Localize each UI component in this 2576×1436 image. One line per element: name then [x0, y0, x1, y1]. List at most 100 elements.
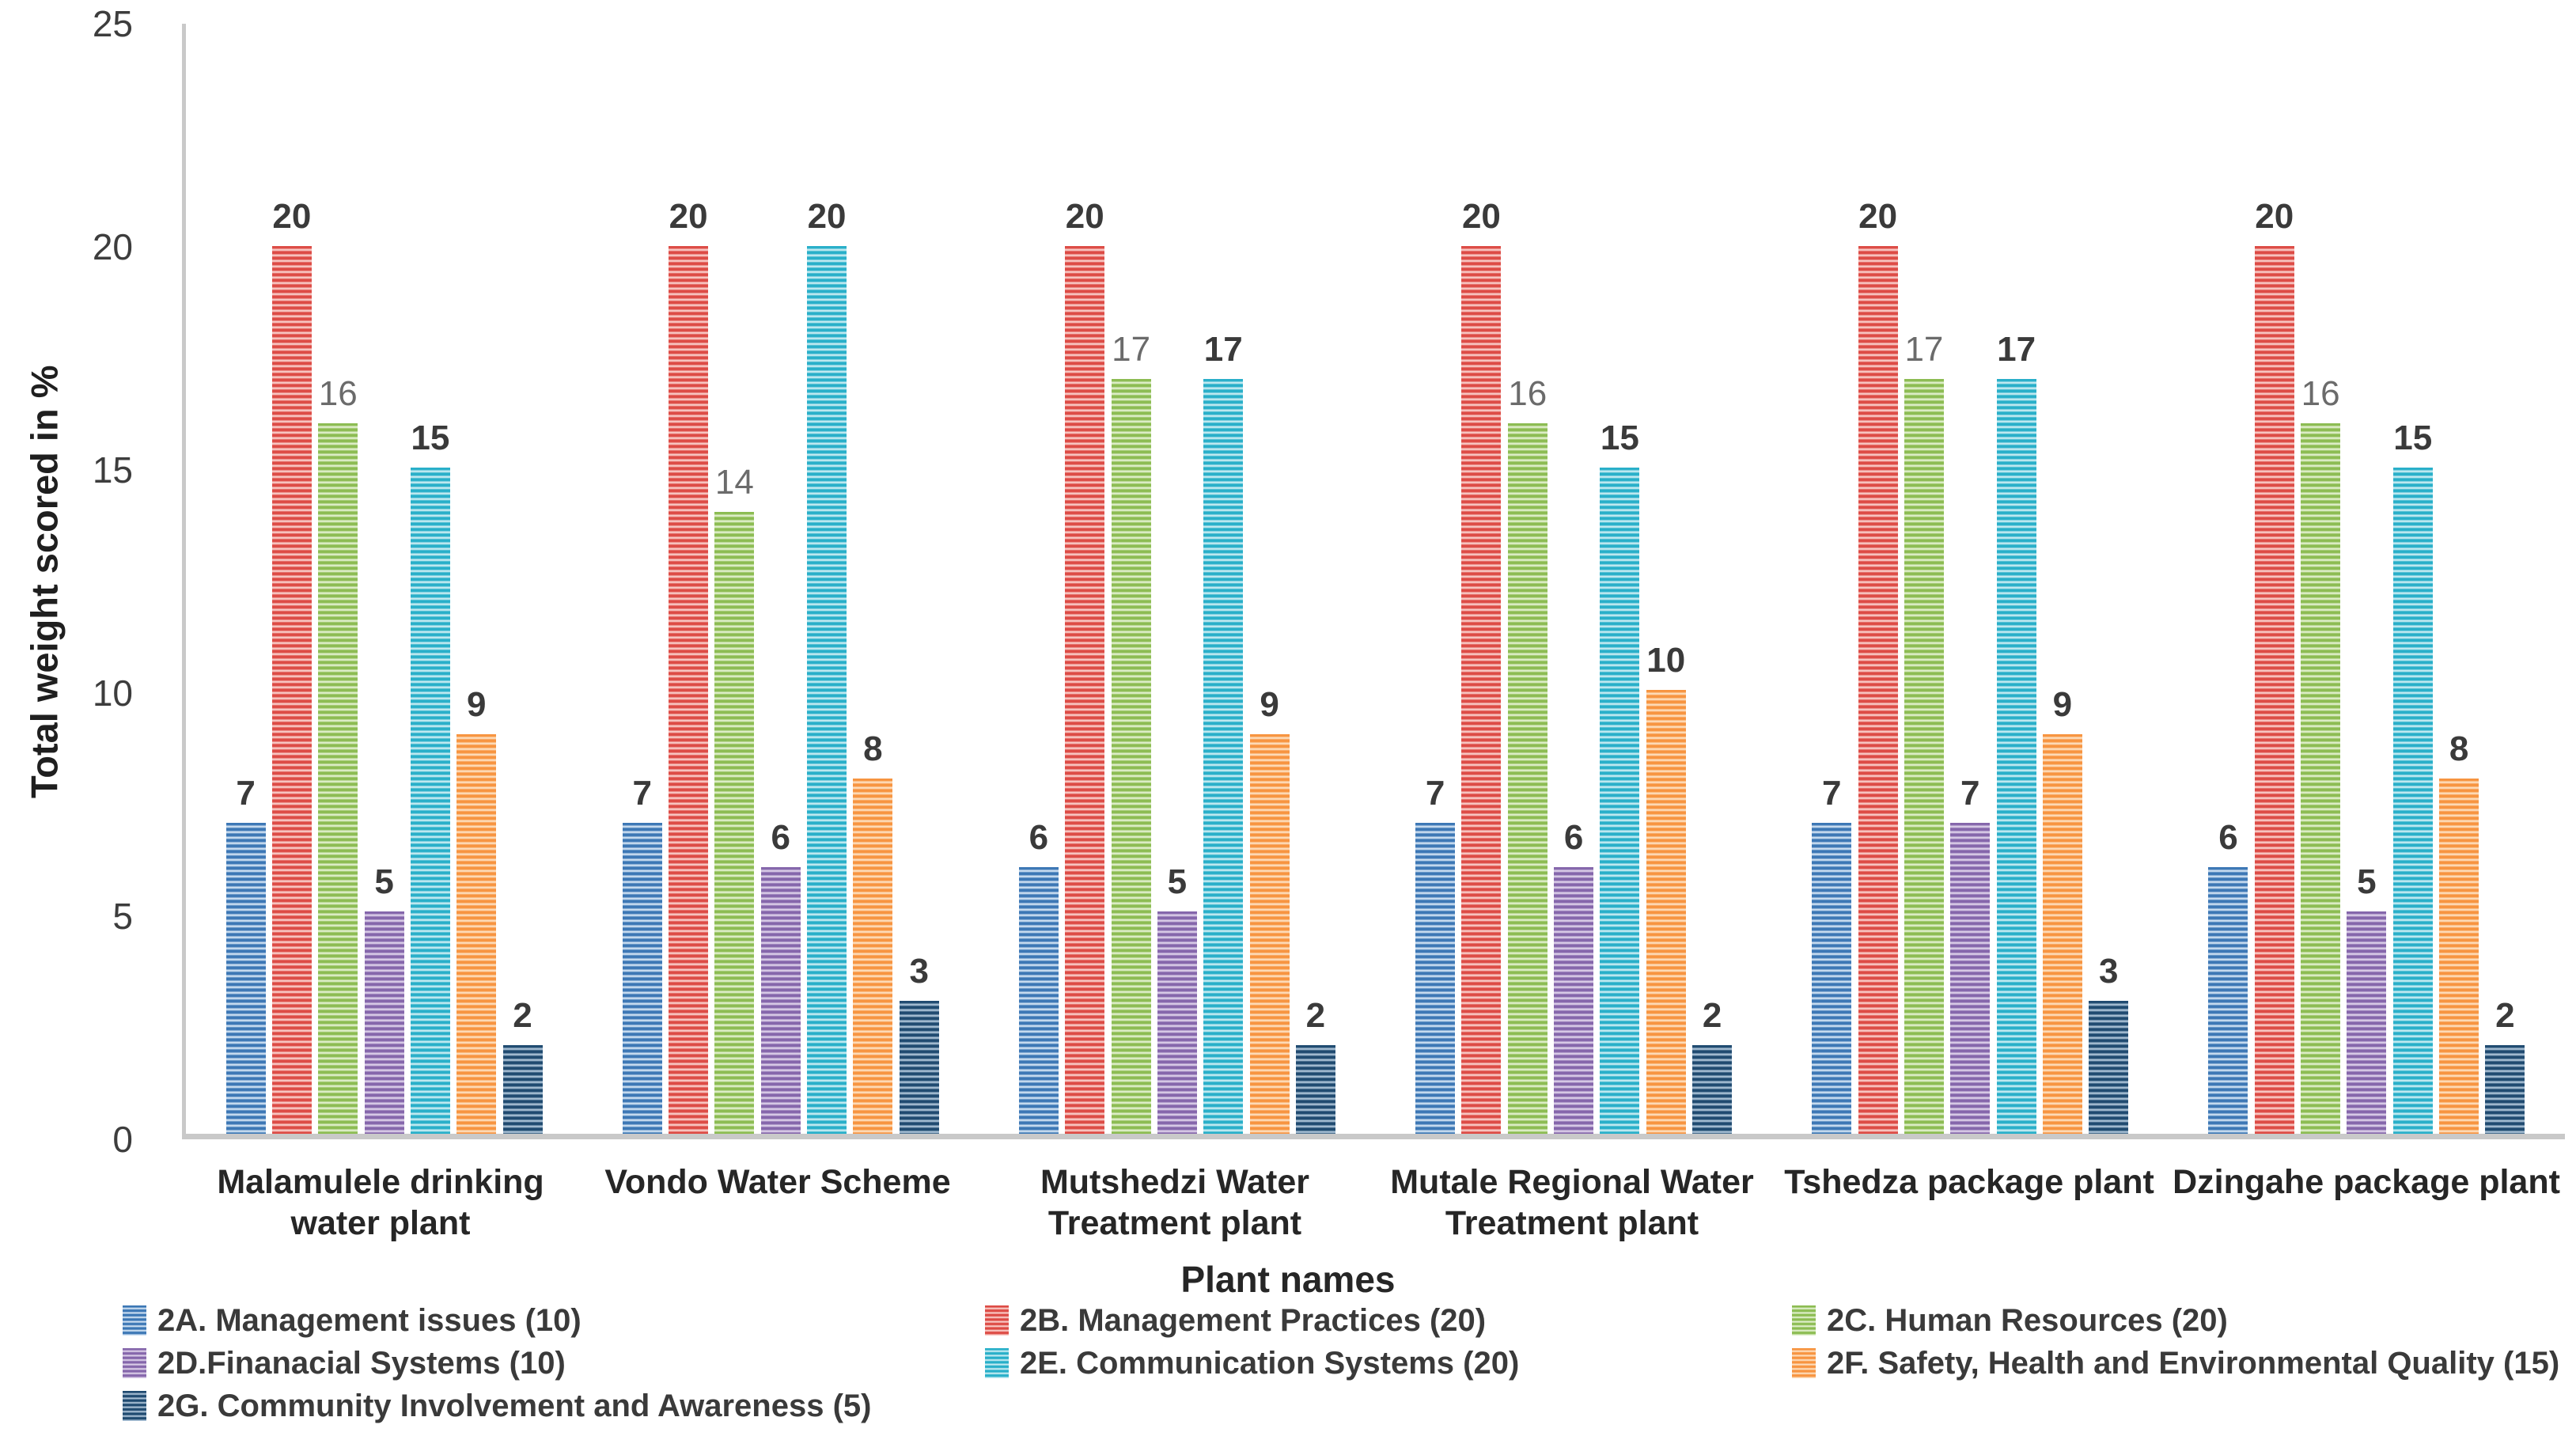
y-axis-ticks: 0 5 10 15 20 25 — [0, 3, 158, 1160]
bar — [1996, 378, 2036, 1134]
bar-value-label: 9 — [1260, 684, 1279, 724]
bar — [2208, 867, 2248, 1134]
bar-slot: 7 — [1950, 24, 1991, 1134]
legend-label: 2B. Management Practices (20) — [1020, 1302, 1487, 1338]
bar-group-4: 7 20 16 6 15 10 2 — [1376, 24, 1772, 1134]
bar-slot: 15 — [2392, 24, 2433, 1134]
category-label-line: Treatment plant — [1445, 1204, 1699, 1243]
bar-slot: 20 — [1065, 24, 1105, 1134]
bar-slot: 16 — [1507, 24, 1547, 1134]
bar — [1904, 378, 1944, 1134]
bar-value-label: 7 — [1425, 774, 1445, 813]
bar — [2254, 245, 2294, 1134]
y-axis-tick-label: 10 — [92, 673, 133, 714]
bar — [1554, 867, 1594, 1134]
bar — [622, 823, 662, 1134]
bar-slot: 15 — [410, 24, 450, 1134]
bar — [2439, 779, 2479, 1134]
y-axis-tick-label: 15 — [92, 449, 133, 491]
bar-value-label: 17 — [1112, 329, 1151, 369]
category-label: Mutale Regional Water Treatment plant — [1373, 1161, 1771, 1245]
bar-value-label: 16 — [1508, 374, 1547, 414]
bar — [760, 867, 801, 1134]
bar-slot: 15 — [1600, 24, 1640, 1134]
category-label-line: Malamulele drinking — [217, 1163, 544, 1201]
bar — [1507, 423, 1547, 1134]
category-label-line: Dzingahe package plant — [2173, 1163, 2560, 1201]
bar — [807, 245, 847, 1134]
legend-label: 2D.Finanacial Systems (10) — [157, 1345, 566, 1381]
legend-label: 2F. Safety, Health and Environmental Qua… — [1827, 1345, 2560, 1381]
legend-swatch-icon — [985, 1348, 1009, 1378]
bar-slot: 16 — [318, 24, 358, 1134]
bar-slot: 20 — [669, 24, 709, 1134]
bar-value-label: 7 — [1822, 774, 1842, 813]
bar-value-label: 7 — [632, 774, 652, 813]
category-label-line: Tshedza package plant — [1784, 1163, 2154, 1201]
bar — [1646, 689, 1686, 1134]
bar-slot: 14 — [714, 24, 755, 1134]
bar — [410, 468, 450, 1134]
bar-value-label: 17 — [1904, 329, 1944, 369]
bar — [1692, 1044, 1733, 1134]
bar-slot: 3 — [899, 24, 939, 1134]
bar-value-label: 2 — [2495, 995, 2515, 1035]
bar-slot: 17 — [1203, 24, 1244, 1134]
bar-group-1: 7 20 16 5 15 9 2 — [186, 24, 582, 1134]
legend: 2A. Management issues (10) 2B. Management… — [123, 1302, 2568, 1424]
bar-value-label: 20 — [272, 196, 312, 236]
bar-value-label: 8 — [2449, 729, 2469, 769]
category-label-line: Mutale Regional Water — [1390, 1163, 1754, 1201]
y-axis-tick-label: 0 — [112, 1119, 133, 1160]
bar — [2042, 733, 2082, 1134]
legend-swatch-icon — [985, 1305, 1009, 1336]
bar-value-label: 7 — [1960, 774, 1980, 813]
bar-slot: 5 — [364, 24, 404, 1134]
bar-value-label: 3 — [909, 951, 929, 991]
bar — [318, 423, 358, 1134]
bar-value-label: 5 — [374, 862, 394, 902]
bar — [1203, 378, 1244, 1134]
category-label: Vondo Water Scheme — [579, 1161, 976, 1245]
legend-swatch-icon — [123, 1348, 146, 1378]
bar — [225, 823, 266, 1134]
bar-value-label: 7 — [236, 774, 256, 813]
legend-swatch-icon — [123, 1305, 146, 1336]
legend-item: 2A. Management issues (10) — [123, 1302, 985, 1339]
bar-slot: 3 — [2089, 24, 2129, 1134]
bar-group-inner: 7 20 16 6 15 10 2 — [1415, 24, 1733, 1134]
bar-value-label: 6 — [1029, 818, 1049, 858]
y-axis-tick-label: 5 — [112, 896, 133, 937]
bar-slot: 2 — [1692, 24, 1733, 1134]
bar-slot: 8 — [853, 24, 893, 1134]
bar — [1249, 733, 1290, 1134]
bar-group-5: 7 20 17 7 17 9 3 — [1772, 24, 2169, 1134]
bar-value-label: 5 — [1167, 862, 1188, 902]
y-axis-tick-label: 25 — [92, 3, 133, 44]
bar-slot: 8 — [2439, 24, 2479, 1134]
bar-value-label: 9 — [2052, 684, 2073, 724]
bar-slot: 7 — [622, 24, 662, 1134]
bar — [1950, 823, 1991, 1134]
plot-area: 7 20 16 5 15 9 2 7 20 14 6 20 8 3 6 20 17 5 17 9 2 7 20 16 6 15 10… — [182, 24, 2565, 1139]
bar-value-label: 6 — [771, 818, 790, 858]
bar — [2347, 911, 2387, 1134]
category-label-line: water plant — [290, 1204, 471, 1243]
legend-item: 2C. Human Resources (20) — [1792, 1302, 2568, 1339]
bar-value-label: 20 — [669, 196, 708, 236]
bar-slot: 6 — [1018, 24, 1059, 1134]
bar-value-label: 17 — [1203, 329, 1243, 369]
bar-group-inner: 6 20 16 5 15 8 2 — [2208, 24, 2525, 1134]
bar-group-3: 6 20 17 5 17 9 2 — [979, 24, 1375, 1134]
legend-item: 2G. Community Involvement and Awareness … — [123, 1388, 985, 1424]
bar — [1295, 1044, 1335, 1134]
bar-value-label: 16 — [2301, 374, 2340, 414]
legend-item: 2F. Safety, Health and Environmental Qua… — [1792, 1345, 2568, 1381]
bar — [271, 245, 312, 1134]
bar — [1600, 468, 1640, 1134]
bar-value-label: 10 — [1646, 640, 1686, 680]
legend-label: 2A. Management issues (10) — [157, 1302, 581, 1338]
bar-value-label: 20 — [1858, 196, 1898, 236]
bar — [502, 1044, 543, 1134]
